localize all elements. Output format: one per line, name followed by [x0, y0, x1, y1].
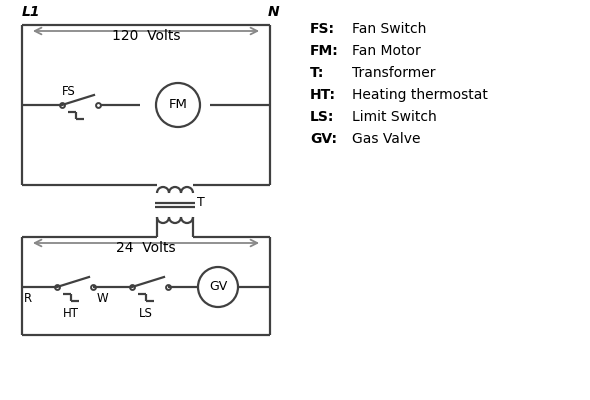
Text: GV: GV [209, 280, 227, 294]
Text: Limit Switch: Limit Switch [352, 110, 437, 124]
Text: HT: HT [63, 307, 79, 320]
Text: 24  Volts: 24 Volts [116, 241, 176, 255]
Text: Gas Valve: Gas Valve [352, 132, 421, 146]
Text: T:: T: [310, 66, 324, 80]
Text: N: N [268, 5, 280, 19]
Text: T: T [197, 196, 205, 210]
Text: Fan Switch: Fan Switch [352, 22, 427, 36]
Text: FM: FM [169, 98, 188, 112]
Text: FM:: FM: [310, 44, 339, 58]
Text: GV:: GV: [310, 132, 337, 146]
Text: 120  Volts: 120 Volts [112, 29, 181, 43]
Text: FS:: FS: [310, 22, 335, 36]
Text: LS: LS [139, 307, 153, 320]
Text: L1: L1 [22, 5, 41, 19]
Text: Transformer: Transformer [352, 66, 435, 80]
Text: FS: FS [62, 85, 76, 98]
Text: R: R [24, 292, 32, 305]
Text: HT:: HT: [310, 88, 336, 102]
Text: Fan Motor: Fan Motor [352, 44, 421, 58]
Text: LS:: LS: [310, 110, 335, 124]
Text: Heating thermostat: Heating thermostat [352, 88, 488, 102]
Text: W: W [97, 292, 109, 305]
